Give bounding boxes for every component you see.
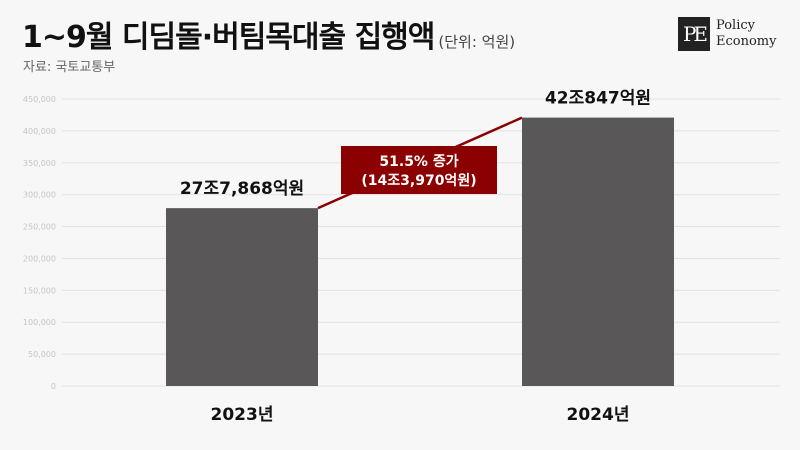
- growth-annotation-box: [341, 146, 497, 194]
- logo-text: Policy Economy: [716, 18, 776, 50]
- y-tick-label: 0: [51, 382, 56, 391]
- bar-value-label: 27조7,868억원: [180, 179, 304, 199]
- y-tick-label: 400,000: [23, 127, 56, 136]
- bar-value-label: 42조847억원: [545, 89, 651, 109]
- y-tick-label: 250,000: [23, 223, 56, 232]
- growth-percent-label: 51.5% 증가: [379, 154, 458, 170]
- y-tick-label: 200,000: [23, 254, 56, 263]
- logo-line-1: Policy: [716, 18, 755, 33]
- y-tick-label: 450,000: [23, 95, 56, 104]
- policy-economy-logo: PE Policy Economy: [678, 17, 788, 51]
- x-category-label: 2024년: [567, 405, 630, 425]
- bar: [166, 208, 318, 386]
- y-tick-label: 150,000: [23, 286, 56, 295]
- x-category-label: 2023년: [211, 405, 274, 425]
- unit-label: (단위: 억원): [438, 33, 516, 51]
- bar: [522, 117, 674, 386]
- y-tick-label: 100,000: [23, 318, 56, 327]
- chart-title: 1~9월 디딤돌·버팀목대출 집행액 (단위: 억원): [22, 12, 515, 56]
- growth-amount-label: (14조3,970억원): [361, 173, 476, 189]
- logo-line-2: Economy: [716, 34, 777, 49]
- source-note: 자료: 국토교통부: [23, 60, 116, 75]
- y-tick-label: 300,000: [23, 191, 56, 200]
- y-tick-label: 350,000: [23, 159, 56, 168]
- chart-title-text: 1~9월 디딤돌·버팀목대출 집행액: [22, 20, 435, 55]
- y-tick-label: 50,000: [28, 350, 56, 359]
- logo-mark-icon: PE: [678, 17, 710, 51]
